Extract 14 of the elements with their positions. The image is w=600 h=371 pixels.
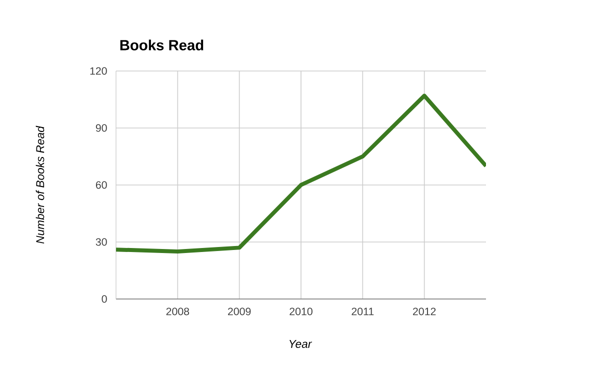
y-tick-label: 120 [90,67,107,75]
y-tick-label: 30 [96,238,107,246]
x-tick-label: 2009 [228,308,251,316]
x-tick-label: 2008 [166,308,190,316]
y-tick-label: 0 [102,295,107,303]
y-axis-title: Number of Books Read [36,126,44,244]
y-tick-label: 60 [96,181,107,189]
x-axis-title: Year [290,340,312,348]
y-tick-label: 90 [96,124,107,132]
line-series [116,94,486,254]
chart-title: Books Read [120,40,204,50]
x-tick-label: 2012 [413,308,436,316]
x-tick-label: 2011 [352,308,374,316]
x-tick-label: 2010 [290,308,312,316]
